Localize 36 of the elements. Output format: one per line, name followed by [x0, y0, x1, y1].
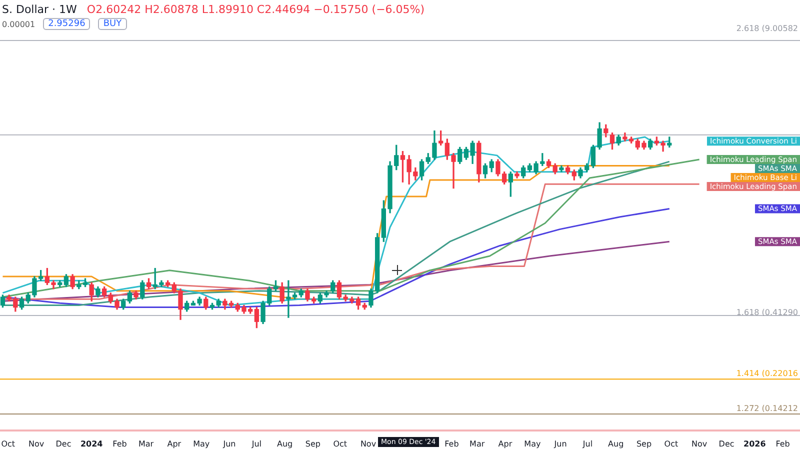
x-tick-label: Aug — [608, 439, 624, 448]
x-tick-label: Nov — [692, 439, 708, 448]
x-tick-label: Jul — [250, 439, 262, 448]
x-tick-label: May — [524, 439, 541, 448]
x-tick-label: Oct — [1, 439, 16, 448]
x-tick-label: Jul — [582, 439, 593, 448]
x-tick-label: Dec — [718, 439, 734, 448]
x-tick-label: Apr — [498, 439, 513, 448]
x-tick-label: Apr — [167, 439, 182, 448]
x-tick-label: Oct — [664, 439, 678, 448]
chart-title: S. Dollar · 1W — [2, 3, 77, 16]
x-tick-label: 2026 — [744, 439, 766, 448]
text: 1.414 (0.22016 — [736, 369, 798, 378]
x-tick-label: Feb — [444, 439, 459, 448]
x-tick-label: Oct — [333, 439, 348, 448]
x-tick-label: Jun — [222, 439, 236, 448]
x-tick-label: 2024 — [80, 439, 104, 448]
text: BUY — [98, 18, 127, 30]
x-tick-label: Nov — [360, 439, 376, 448]
x-tick-label: Sep — [636, 439, 652, 448]
x-tick-label: Feb — [112, 439, 127, 448]
x-tick-label: Feb — [776, 439, 790, 448]
chart-subtitle: O2.60242 H2.60878 L1.89910 C2.44694 −0.15750 (−6.05%) — [86, 3, 425, 16]
x-tick-label: May — [193, 439, 210, 448]
x-tick-label: Jun — [553, 439, 567, 448]
x-tick-label: Mar — [138, 439, 154, 448]
text: 1.272 (0.14212 — [736, 404, 798, 413]
text: 0.00001 — [2, 20, 36, 28]
x-tick-label: Nov — [28, 439, 44, 448]
text: 2.618 (9.00582 — [736, 24, 798, 33]
x-tick-label: Sep — [305, 439, 320, 448]
text: 2.95296 — [43, 18, 90, 30]
annotation: 1.618 (0.41290 — [736, 308, 798, 317]
x-tick-label: Dec — [56, 439, 72, 448]
x-tick-label: Aug — [276, 439, 293, 448]
x-tick-label: Mar — [470, 439, 486, 448]
